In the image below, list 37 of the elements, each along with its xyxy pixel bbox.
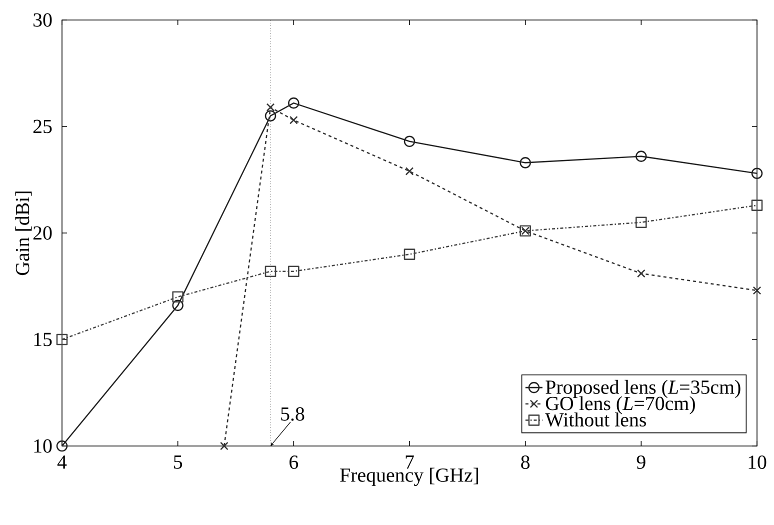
point: [751, 200, 763, 211]
point: [288, 266, 300, 277]
y-tick-label: 15: [34, 332, 52, 346]
point: [404, 248, 416, 260]
legend-label: Without lens: [545, 412, 646, 427]
point: [266, 103, 275, 112]
y-tick-label: 20: [33, 226, 52, 240]
point: [404, 136, 416, 148]
point: [520, 157, 531, 168]
point: [56, 440, 68, 452]
point: [172, 300, 184, 312]
point: [751, 168, 763, 180]
point: [405, 167, 414, 176]
point: [264, 110, 276, 122]
point: [220, 442, 228, 450]
y-axis-title: Gain [dBi]: [15, 192, 32, 276]
x-tick-label: 5: [174, 456, 182, 469]
point: [288, 97, 300, 109]
y-tick-label: 10: [34, 439, 52, 453]
point: [752, 286, 762, 295]
point: [636, 216, 647, 228]
point: [636, 269, 646, 278]
y-tick-label: 30: [34, 13, 52, 27]
point: [636, 150, 647, 162]
point: [289, 116, 298, 124]
point: [172, 291, 184, 303]
x-tick-label: 8: [521, 456, 530, 469]
y-tick-label: 25: [33, 120, 52, 134]
x-tick-label: 10: [748, 456, 766, 469]
annotation: 5.8: [281, 407, 304, 421]
x-tick-label: 9: [636, 456, 646, 469]
x-tick-label: 7: [406, 456, 414, 469]
point: [56, 334, 68, 346]
x-tick-label: 6: [290, 456, 298, 469]
x-axis-title: Frequency [GHz]: [340, 468, 478, 486]
point: [264, 266, 276, 277]
x-tick-label: 4: [57, 456, 67, 469]
